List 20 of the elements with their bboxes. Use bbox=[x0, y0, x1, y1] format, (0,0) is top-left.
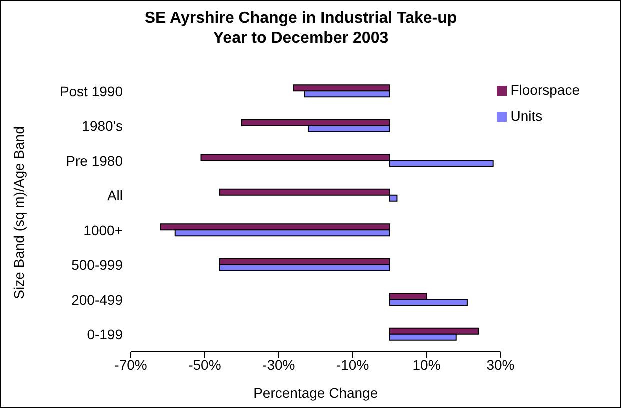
y-tick-label: 1980's bbox=[82, 118, 123, 134]
y-tick-label: 500-999 bbox=[72, 257, 124, 274]
legend-label: Floorspace bbox=[510, 82, 580, 98]
x-axis-title: Percentage Change bbox=[254, 385, 378, 401]
x-tick-label: 30% bbox=[486, 356, 515, 373]
y-tick-label: Pre 1980 bbox=[66, 152, 124, 169]
y-tick-label: Post 1990 bbox=[60, 83, 124, 100]
x-tick-label: 10% bbox=[412, 356, 441, 373]
y-tick-label: 200-499 bbox=[72, 292, 124, 308]
y-tick-label: All bbox=[107, 188, 123, 204]
x-tick-label: -70% bbox=[114, 356, 148, 373]
chart-title: SE Ayrshire Change in Industrial Take-up bbox=[144, 9, 458, 29]
x-tick-label: -30% bbox=[262, 356, 296, 373]
y-axis-title: Size Band (sq m)/Age Band bbox=[10, 126, 27, 300]
y-tick-label: 0-199 bbox=[87, 326, 124, 343]
y-tick-label: 1000+ bbox=[84, 222, 123, 238]
x-tick-label: -10% bbox=[336, 356, 370, 373]
x-tick-label: -50% bbox=[188, 356, 222, 373]
chart-subtitle: Year to December 2003 bbox=[212, 29, 390, 49]
legend-label: Units bbox=[510, 108, 543, 124]
